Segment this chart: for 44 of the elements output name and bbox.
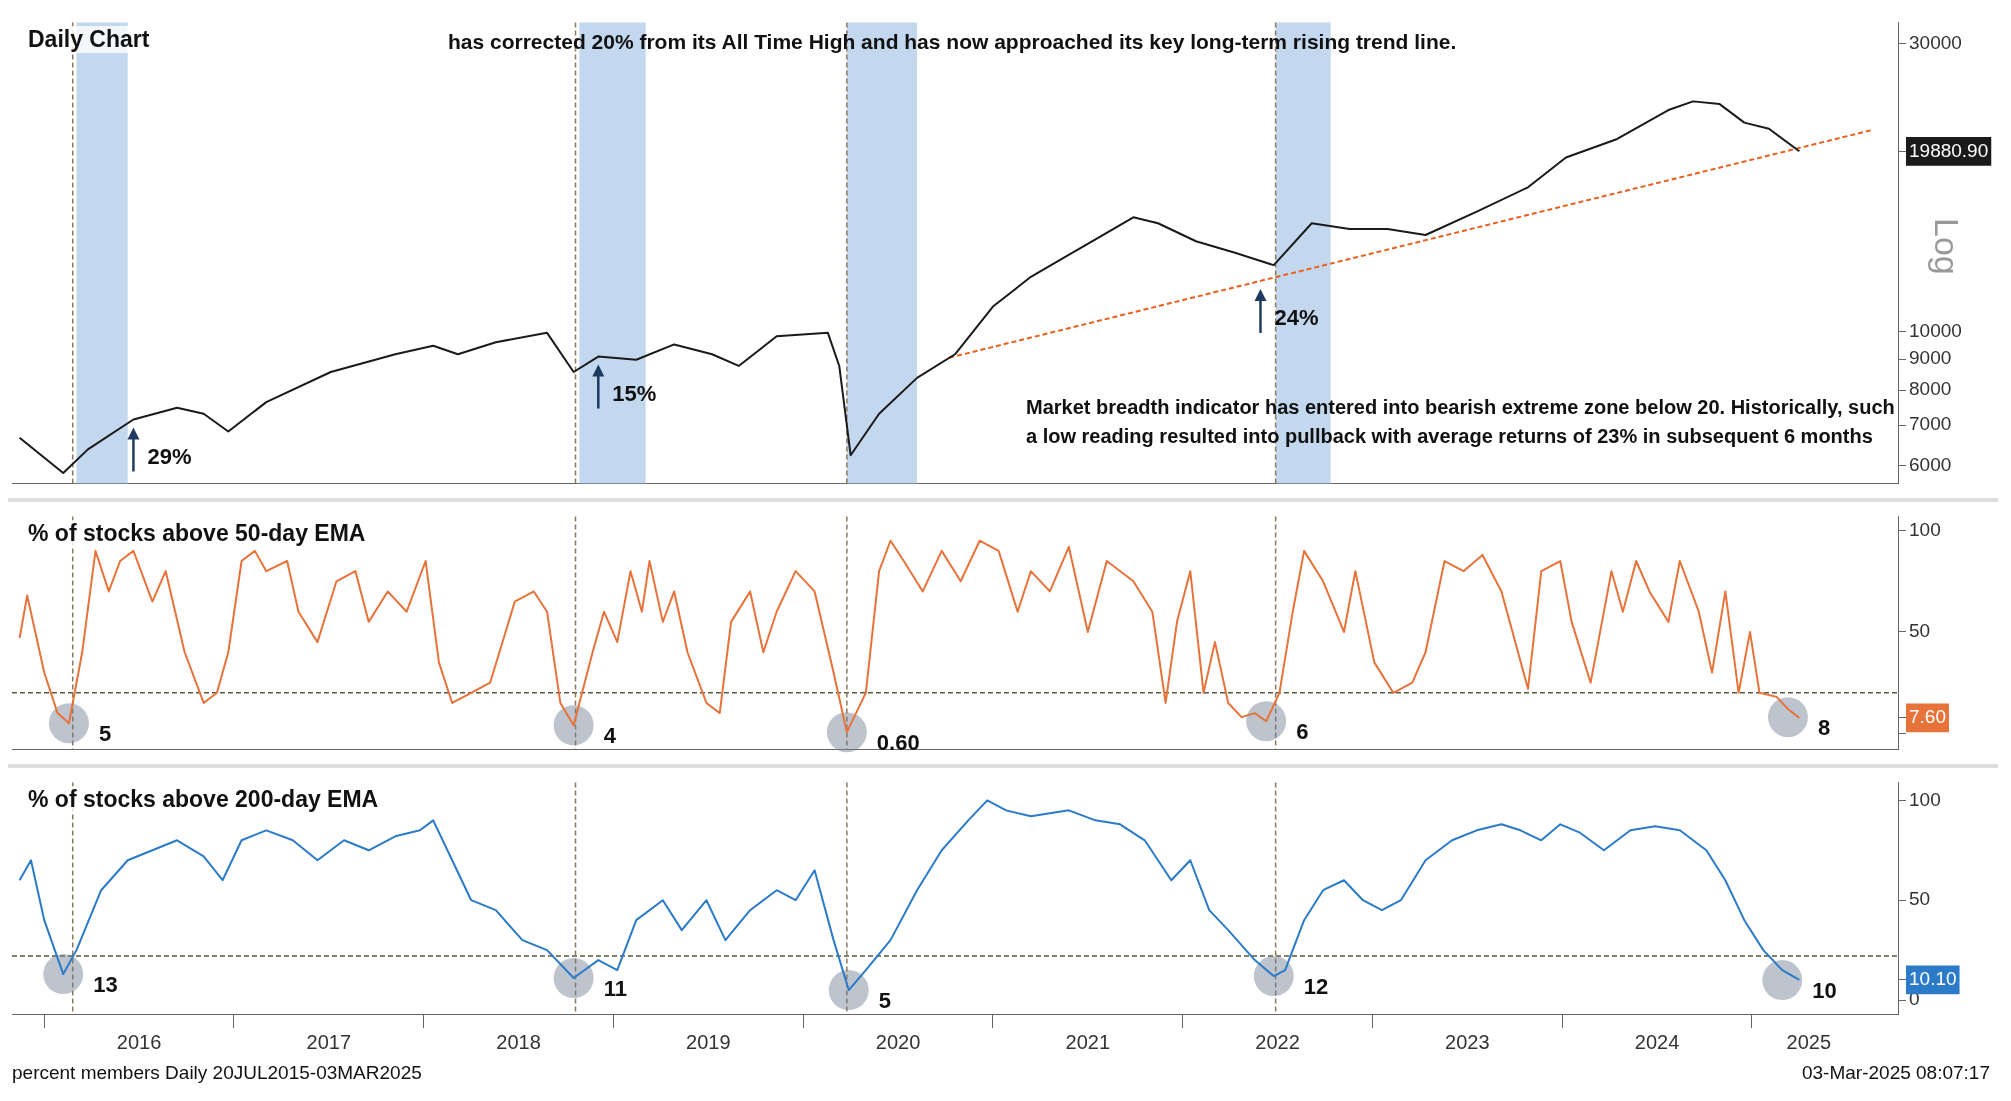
annotation: 5 — [878, 988, 891, 1014]
annotation: 8 — [1817, 715, 1831, 741]
annotation: 13 — [93, 972, 118, 998]
annotation: has corrected 20% from its All Time High and has now approached its key long-term rising trend line. — [448, 30, 1457, 54]
chart-title: Daily Chart — [28, 26, 150, 53]
y-tick-label: 50 — [1909, 888, 1931, 910]
x-tick-label: 2022 — [1255, 1030, 1300, 1053]
y-tick-label: 10000 — [1909, 319, 1962, 341]
text: Log — [1927, 218, 1966, 275]
annotation: 10 — [1812, 978, 1837, 1004]
annotation: 6 — [1296, 719, 1309, 745]
annotation: 4 — [603, 723, 617, 749]
chart-title: % of stocks above 50-day EMA — [28, 520, 366, 547]
y-tick-label: 8000 — [1909, 378, 1952, 400]
annotation: 11 — [603, 976, 627, 1002]
x-tick-label: 2021 — [1065, 1030, 1111, 1053]
y-tick-label: 6000 — [1909, 453, 1952, 475]
annotation: 15% — [612, 380, 657, 406]
y-tick-label: 10.10 — [1909, 968, 1957, 990]
chart-title: % of stocks above 200-day EMA — [28, 786, 379, 813]
annotation: 12 — [1303, 974, 1329, 1000]
x-tick-label: 2020 — [875, 1030, 921, 1053]
y-tick-label: 7.60 — [1909, 706, 1946, 728]
annotation: Market breadth indicator has entered into bearish extreme zone below 20. Historically, such a low reading resulted into pullback with average returns of 23% in subsequent 6 months — [1026, 395, 1896, 449]
x-tick-label: 2024 — [1634, 1030, 1680, 1053]
x-tick-label: 2025 — [1786, 1030, 1832, 1053]
annotation: 5 — [98, 721, 112, 747]
x-tick-label: 2017 — [306, 1030, 352, 1053]
annotation: 29% — [147, 443, 192, 469]
annotation: 0.60 — [876, 730, 920, 756]
annotation: 24% — [1274, 304, 1319, 330]
x-tick-label: 2018 — [496, 1030, 541, 1053]
x-tick-label: 2019 — [686, 1030, 731, 1053]
x-tick-label: 2016 — [116, 1030, 162, 1053]
text: percent members Daily 20JUL2015-03MAR2025 — [12, 1062, 422, 1084]
y-tick-label: 30000 — [1909, 31, 1962, 53]
text: 03-Mar-2025 08:07:17 — [1801, 1062, 1990, 1084]
y-tick-label: 100 — [1909, 788, 1941, 810]
y-tick-label: 100 — [1909, 518, 1941, 540]
y-tick-label: 7000 — [1909, 413, 1952, 435]
y-tick-label: 19880.90 — [1909, 139, 1989, 161]
y-tick-label: 9000 — [1909, 347, 1952, 369]
x-tick-label: 2023 — [1445, 1030, 1490, 1053]
y-tick-label: 50 — [1909, 620, 1931, 642]
